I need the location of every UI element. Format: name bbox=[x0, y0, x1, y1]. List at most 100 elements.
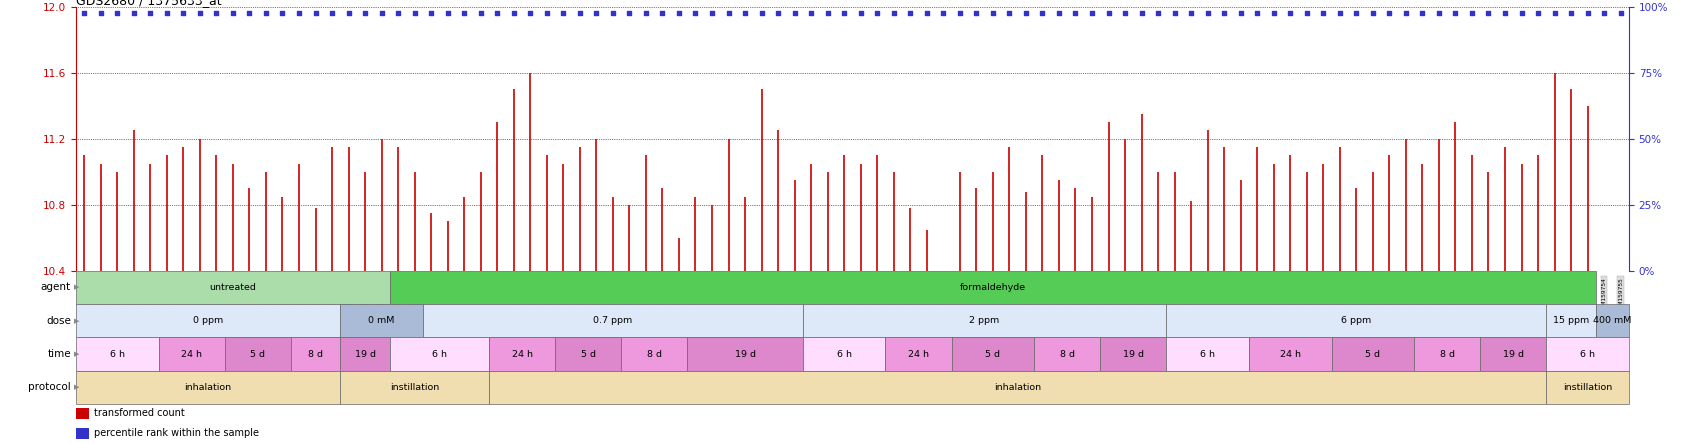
Bar bbox=[1249, 337, 1332, 371]
Text: 0 ppm: 0 ppm bbox=[192, 316, 223, 325]
Text: 19 d: 19 d bbox=[1502, 349, 1524, 359]
Text: 400 mM: 400 mM bbox=[1593, 316, 1632, 325]
Point bbox=[319, 10, 346, 17]
Point bbox=[1359, 10, 1386, 17]
Bar bbox=[390, 271, 1595, 304]
Point bbox=[582, 10, 609, 17]
Bar bbox=[555, 337, 621, 371]
Point bbox=[567, 10, 594, 17]
Text: 5 d: 5 d bbox=[250, 349, 265, 359]
Bar bbox=[1166, 337, 1249, 371]
Point bbox=[1541, 10, 1568, 17]
Text: formaldehyde: formaldehyde bbox=[960, 283, 1026, 292]
Point bbox=[120, 10, 147, 17]
Bar bbox=[1595, 304, 1629, 337]
Text: 6 h: 6 h bbox=[432, 349, 447, 359]
Bar bbox=[76, 337, 159, 371]
Text: 8 d: 8 d bbox=[1060, 349, 1075, 359]
Bar bbox=[1332, 337, 1415, 371]
Text: 0 mM: 0 mM bbox=[368, 316, 395, 325]
Point bbox=[103, 10, 130, 17]
Point bbox=[500, 10, 527, 17]
Bar bbox=[952, 337, 1035, 371]
Text: ▶: ▶ bbox=[74, 385, 79, 390]
Point bbox=[219, 10, 246, 17]
Bar bbox=[1546, 304, 1595, 337]
Point bbox=[665, 10, 692, 17]
Point bbox=[1507, 10, 1534, 17]
Bar bbox=[803, 304, 1166, 337]
Text: 8 d: 8 d bbox=[647, 349, 662, 359]
Point bbox=[716, 10, 743, 17]
Point bbox=[1310, 10, 1337, 17]
Text: 19 d: 19 d bbox=[734, 349, 756, 359]
Point bbox=[979, 10, 1006, 17]
Point bbox=[748, 10, 775, 17]
Point bbox=[798, 10, 825, 17]
Point bbox=[351, 10, 378, 17]
Point bbox=[782, 10, 809, 17]
Bar bbox=[886, 337, 952, 371]
Point bbox=[1607, 10, 1634, 17]
Point bbox=[1475, 10, 1502, 17]
Point bbox=[302, 10, 329, 17]
Point bbox=[402, 10, 429, 17]
Text: 19 d: 19 d bbox=[354, 349, 375, 359]
Point bbox=[88, 10, 115, 17]
Point bbox=[434, 10, 461, 17]
Point bbox=[170, 10, 197, 17]
Text: 24 h: 24 h bbox=[908, 349, 928, 359]
Text: 6 h: 6 h bbox=[1200, 349, 1215, 359]
Point bbox=[550, 10, 577, 17]
Text: instillation: instillation bbox=[1563, 383, 1612, 392]
Text: ▶: ▶ bbox=[74, 285, 79, 290]
Text: untreated: untreated bbox=[209, 283, 257, 292]
Bar bbox=[290, 337, 341, 371]
Point bbox=[517, 10, 544, 17]
Point bbox=[368, 10, 395, 17]
Point bbox=[1144, 10, 1171, 17]
Point bbox=[1062, 10, 1089, 17]
Point bbox=[1210, 10, 1237, 17]
Text: agent: agent bbox=[41, 282, 71, 293]
Text: 8 d: 8 d bbox=[1440, 349, 1455, 359]
Bar bbox=[1415, 337, 1480, 371]
Point bbox=[1492, 10, 1519, 17]
Bar bbox=[1546, 371, 1629, 404]
Bar bbox=[159, 337, 225, 371]
Point bbox=[930, 10, 957, 17]
Bar bbox=[76, 304, 341, 337]
Point bbox=[1227, 10, 1254, 17]
Point bbox=[1178, 10, 1205, 17]
Point bbox=[417, 10, 444, 17]
Bar bbox=[490, 371, 1546, 404]
Text: inhalation: inhalation bbox=[994, 383, 1041, 392]
Text: inhalation: inhalation bbox=[184, 383, 231, 392]
Point bbox=[1590, 10, 1617, 17]
Point bbox=[1244, 10, 1271, 17]
Point bbox=[765, 10, 792, 17]
Point bbox=[1261, 10, 1288, 17]
Text: 8 d: 8 d bbox=[307, 349, 322, 359]
Text: 6 h: 6 h bbox=[837, 349, 852, 359]
Point bbox=[137, 10, 164, 17]
Bar bbox=[341, 337, 390, 371]
Bar bbox=[76, 408, 88, 419]
Bar bbox=[803, 337, 886, 371]
Point bbox=[1376, 10, 1403, 17]
Point bbox=[285, 10, 312, 17]
Bar bbox=[1546, 337, 1629, 371]
Point bbox=[1558, 10, 1585, 17]
Point bbox=[1409, 10, 1436, 17]
Point bbox=[599, 10, 626, 17]
Point bbox=[947, 10, 974, 17]
Bar bbox=[1480, 337, 1546, 371]
Text: instillation: instillation bbox=[390, 383, 439, 392]
Text: 5 d: 5 d bbox=[581, 349, 596, 359]
Bar bbox=[424, 304, 803, 337]
Point bbox=[71, 10, 98, 17]
Text: transformed count: transformed count bbox=[95, 408, 184, 418]
Text: 6 h: 6 h bbox=[110, 349, 125, 359]
Bar bbox=[1101, 337, 1166, 371]
Point bbox=[731, 10, 758, 17]
